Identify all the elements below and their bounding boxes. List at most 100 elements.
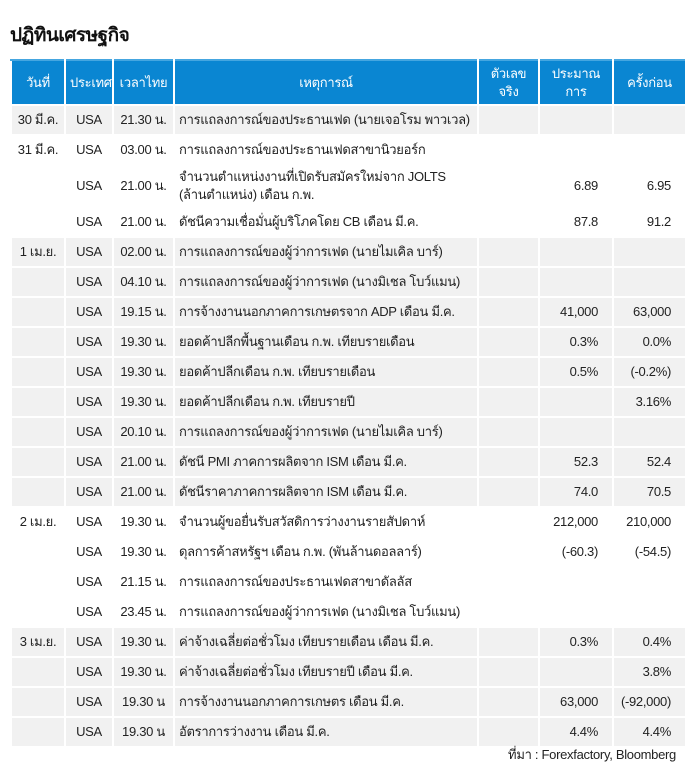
previous-cell: 0.0%: [612, 326, 687, 358]
previous-cell: 70.5: [612, 476, 687, 508]
event-cell: ค่าจ้างเฉลี่ยต่อชั่วโมง เทียบรายเดือน เด…: [173, 626, 479, 658]
forecast-cell: 63,000: [538, 686, 614, 718]
date-cell: 1 เม.ย.: [10, 236, 66, 268]
table-row: 30 มี.ค. USA 21.30 น. การแถลงการณ์ของประธาน…: [10, 104, 687, 136]
table-row: USA 19.30 น. ยอดค้าปลีกเดือน ก.พ. เทียบราย…: [10, 356, 687, 388]
country-cell: USA: [64, 266, 114, 298]
time-cell: 21.15 น.: [112, 566, 175, 598]
country-cell: USA: [64, 536, 114, 568]
actual-cell: [477, 206, 540, 238]
forecast-cell: [538, 266, 614, 298]
event-cell: การแถลงการณ์ของประธานเฟดสาขาดัลลัส: [173, 566, 479, 598]
country-cell: USA: [64, 626, 114, 658]
event-cell: การแถลงการณ์ของประธานเฟดสาขานิวยอร์ก: [173, 134, 479, 166]
previous-cell: (-92,000): [612, 686, 687, 718]
actual-cell: [477, 566, 540, 598]
table-row: USA 19.30 น. ยอดค้าปลีกพื้นฐานเดือน ก.พ. เ…: [10, 326, 687, 358]
time-cell: 04.10 น.: [112, 266, 175, 298]
forecast-cell: 212,000: [538, 506, 614, 538]
forecast-cell: 87.8: [538, 206, 614, 238]
event-cell: ดัชนีราคาภาคการผลิตจาก ISM เดือน มี.ค.: [173, 476, 479, 508]
forecast-cell: [538, 386, 614, 418]
previous-cell: [612, 134, 687, 166]
country-cell: USA: [64, 206, 114, 238]
event-cell: การจ้างงานนอกภาคการเกษตรจาก ADP เดือน มี…: [173, 296, 479, 328]
event-cell: การแถลงการณ์ของผู้ว่าการเฟด (นายไมเคิล บ…: [173, 416, 479, 448]
actual-cell: [477, 446, 540, 478]
country-cell: USA: [64, 134, 114, 166]
actual-cell: [477, 596, 540, 628]
previous-cell: [612, 266, 687, 298]
date-cell: 3 เม.ย.: [10, 626, 66, 658]
previous-cell: [612, 416, 687, 448]
country-cell: USA: [64, 356, 114, 388]
table-row: USA 21.00 น. ดัชนีความเชื่อมั่นผู้บริโภคโด…: [10, 206, 687, 238]
forecast-cell: 0.3%: [538, 626, 614, 658]
event-cell: ดัชนี PMI ภาคการผลิตจาก ISM เดือน มี.ค.: [173, 446, 479, 478]
header-previous: ครั้งก่อน: [612, 59, 687, 106]
event-cell: การแถลงการณ์ของประธานเฟด (นายเจอโรม พาวเ…: [173, 104, 479, 136]
forecast-cell: 6.89: [538, 164, 614, 208]
table-row: USA 21.00 น. จำนวนตำแหน่งงานที่เปิดรับสมัค…: [10, 164, 687, 208]
previous-cell: [612, 596, 687, 628]
event-cell: จำนวนตำแหน่งงานที่เปิดรับสมัครใหม่จาก JO…: [173, 164, 479, 208]
previous-cell: (-54.5): [612, 536, 687, 568]
date-cell: 30 มี.ค.: [10, 104, 66, 136]
time-cell: 03.00 น.: [112, 134, 175, 166]
actual-cell: [477, 296, 540, 328]
date-cell: 31 มี.ค.: [10, 134, 66, 166]
header-time: เวลาไทย: [112, 59, 175, 106]
event-cell: ค่าจ้างเฉลี่ยต่อชั่วโมง เทียบรายปี เดือน…: [173, 656, 479, 688]
economic-calendar-table: วันที่ ประเทศ เวลาไทย เหตุการณ์ ตัวเลขจร…: [10, 59, 687, 748]
actual-cell: [477, 716, 540, 748]
forecast-cell: 41,000: [538, 296, 614, 328]
time-cell: 19.30 น.: [112, 536, 175, 568]
previous-cell: 91.2: [612, 206, 687, 238]
table-header-row: วันที่ ประเทศ เวลาไทย เหตุการณ์ ตัวเลขจร…: [10, 59, 687, 106]
event-cell: ยอดค้าปลีกเดือน ก.พ. เทียบรายเดือน: [173, 356, 479, 388]
actual-cell: [477, 326, 540, 358]
actual-cell: [477, 386, 540, 418]
date-cell: [10, 416, 66, 448]
forecast-cell: [538, 566, 614, 598]
table-row: 3 เม.ย. USA 19.30 น. ค่าจ้างเฉลี่ยต่อชั่วโม…: [10, 626, 687, 658]
table-row: USA 19.30 น. ยอดค้าปลีกเดือน ก.พ. เทียบราย…: [10, 386, 687, 418]
table-row: USA 19.30 นการจ้างงานนอกภาคการเกษตร เดือน…: [10, 686, 687, 718]
time-cell: 21.00 น.: [112, 446, 175, 478]
time-cell: 19.30 น.: [112, 506, 175, 538]
table-row: 1 เม.ย. USA 02.00 น. การแถลงการณ์ของผู้ว่าก…: [10, 236, 687, 268]
time-cell: 19.15 น.: [112, 296, 175, 328]
time-cell: 19.30 น.: [112, 386, 175, 418]
previous-cell: 3.16%: [612, 386, 687, 418]
previous-cell: (-0.2%): [612, 356, 687, 388]
forecast-cell: [538, 236, 614, 268]
time-cell: 19.30 น.: [112, 656, 175, 688]
event-cell: ยอดค้าปลีกพื้นฐานเดือน ก.พ. เทียบรายเดือ…: [173, 326, 479, 358]
actual-cell: [477, 656, 540, 688]
country-cell: USA: [64, 164, 114, 208]
event-cell: การแถลงการณ์ของผู้ว่าการเฟด (นางมิเชล โบ…: [173, 266, 479, 298]
date-cell: [10, 206, 66, 238]
table-row: USA 19.30 น. ค่าจ้างเฉลี่ยต่อชั่วโมง เทียบ…: [10, 656, 687, 688]
forecast-cell: 0.5%: [538, 356, 614, 388]
date-cell: [10, 386, 66, 418]
table-row: 31 มี.ค. USA 03.00 น. การแถลงการณ์ของประธาน…: [10, 134, 687, 166]
date-cell: [10, 656, 66, 688]
previous-cell: [612, 104, 687, 136]
time-cell: 21.00 น.: [112, 476, 175, 508]
actual-cell: [477, 356, 540, 388]
event-cell: ดัชนีความเชื่อมั่นผู้บริโภคโดย CB เดือน …: [173, 206, 479, 238]
table-row: USA 21.15 น. การแถลงการณ์ของประธานเฟดสาขาด…: [10, 566, 687, 598]
event-cell: การแถลงการณ์ของผู้ว่าการเฟด (นางมิเชล โบ…: [173, 596, 479, 628]
date-cell: [10, 266, 66, 298]
time-cell: 21.00 น.: [112, 164, 175, 208]
country-cell: USA: [64, 104, 114, 136]
time-cell: 02.00 น.: [112, 236, 175, 268]
event-cell: ดุลการค้าสหรัฐฯ เดือน ก.พ. (พันล้านดอลลา…: [173, 536, 479, 568]
header-country: ประเทศ: [64, 59, 114, 106]
time-cell: 21.00 น.: [112, 206, 175, 238]
event-cell: การจ้างงานนอกภาคการเกษตร เดือน มี.ค.: [173, 686, 479, 718]
time-cell: 19.30 น: [112, 686, 175, 718]
country-cell: USA: [64, 656, 114, 688]
table-row: USA 21.00 น. ดัชนี PMI ภาคการผลิตจาก ISM เ…: [10, 446, 687, 478]
